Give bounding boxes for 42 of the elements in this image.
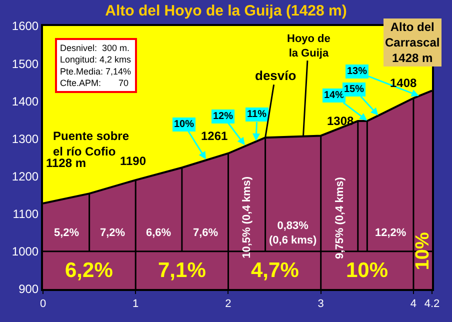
y-tick-label: 1600 (12, 19, 39, 34)
chart-title: Alto del Hoyo de la Guija (1428 m) (105, 2, 347, 20)
annotation: Alto del Carrascal 1428 m (385, 20, 440, 66)
annotation: Hoyo de la Guija (287, 33, 330, 60)
annotation: 7,1% (158, 259, 206, 282)
x-tick-label: 4.2 (424, 298, 440, 310)
annotation: 6,6% (146, 227, 172, 239)
y-tick-label: 1100 (12, 207, 39, 222)
annotation: Desnivel: 300 m. Longitud: 4,2 kms Pte.Media: 7,14% Cfte.APM: 70 (60, 43, 132, 88)
annotation: 5,2% (54, 227, 80, 239)
annotation: 4,7% (251, 259, 300, 282)
annotation: 12% (213, 111, 234, 122)
annotation: 13% (347, 66, 368, 77)
annotation: 12,2% (375, 227, 406, 239)
annotation: 1408 (390, 76, 418, 90)
annotation: 11% (247, 109, 267, 120)
annotation: desvío (255, 68, 296, 83)
annotation: 10% (174, 119, 194, 130)
y-tick-label: 1200 (12, 169, 39, 184)
y-tick-label: 900 (18, 282, 39, 296)
y-tick-label: 1300 (12, 132, 39, 146)
x-tick-label: 2 (225, 298, 232, 310)
x-tick-label: 0 (40, 298, 46, 310)
annotation: 10% (412, 232, 434, 270)
y-tick-label: 1400 (12, 94, 39, 108)
y-tick-label: 1000 (12, 244, 39, 259)
annotation: 15% (344, 84, 364, 95)
x-tick-label: 4 (410, 298, 417, 310)
x-tick-label: 3 (318, 298, 324, 310)
annotation: 0,83% (0,6 kms) (269, 220, 318, 246)
annotation: 1261 (201, 129, 228, 143)
annotation: 7,6% (193, 227, 218, 239)
y-tick-label: 1500 (12, 56, 39, 71)
annotation: 10% (346, 259, 388, 282)
annotation: 1128 m (46, 156, 86, 170)
annotation: 7,2% (100, 227, 126, 239)
annotation: 10,5% (0,4 kms) (241, 176, 254, 258)
annotation: 9,75% (0,4 kms) (334, 176, 346, 259)
annotation: 6,2% (65, 259, 114, 282)
annotation: 14% (324, 90, 344, 101)
annotation: 1190 (120, 154, 146, 168)
x-tick-label: 1 (132, 298, 139, 310)
